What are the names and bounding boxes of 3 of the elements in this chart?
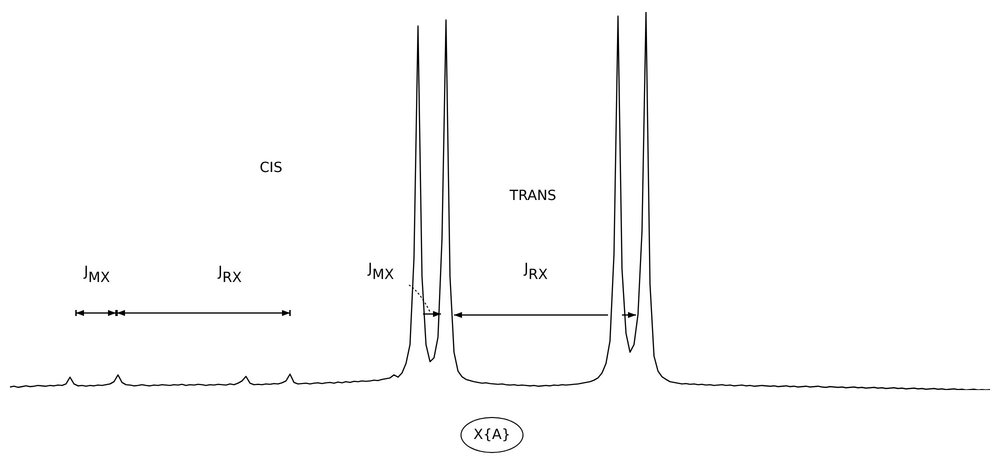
annotation: CIS — [260, 160, 282, 176]
annotation: TRANS — [510, 188, 556, 204]
text: X{A} — [460, 417, 524, 453]
